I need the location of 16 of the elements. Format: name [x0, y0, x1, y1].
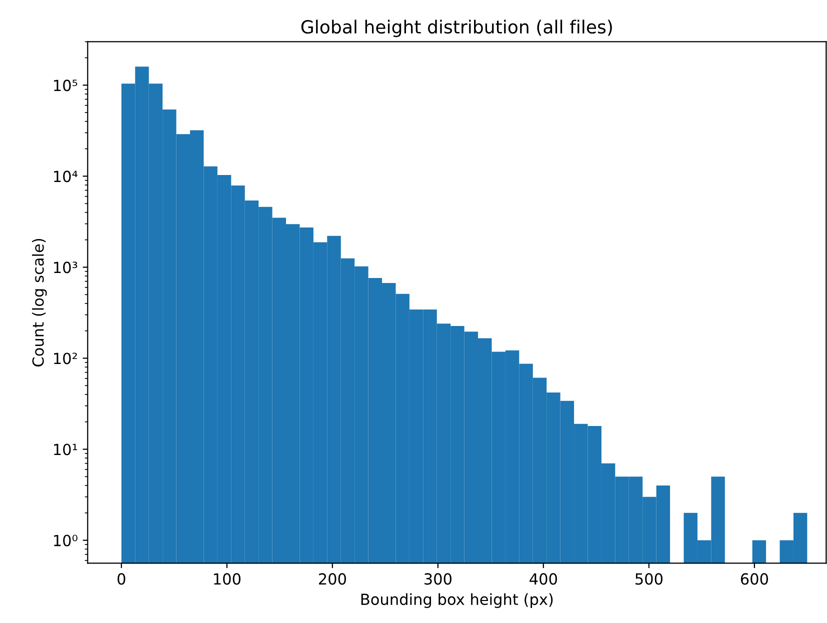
x-tick-label: 300 [424, 573, 452, 585]
x-tick-label: 600 [740, 573, 768, 585]
y-tick-label: 10² [54, 352, 77, 364]
chart-title: Global height distribution (all files) [301, 20, 612, 38]
y-tick-label: 10⁰ [54, 534, 78, 546]
y-axis-title: Count (log scale) [32, 238, 47, 366]
x-tick-label: 100 [214, 573, 240, 585]
y-tick-label: 10³ [54, 262, 78, 274]
x-tick-label: 500 [636, 573, 662, 585]
y-tick-label: 10⁵ [54, 80, 78, 92]
y-tick-label: 10¹ [54, 444, 78, 456]
y-tick-label: 10⁴ [54, 170, 78, 182]
x-tick-label: 0 [118, 573, 126, 585]
x-tick-label: 400 [530, 573, 557, 585]
x-axis-title: Bounding box height (px) [361, 593, 553, 608]
x-tick-label: 200 [318, 573, 346, 585]
